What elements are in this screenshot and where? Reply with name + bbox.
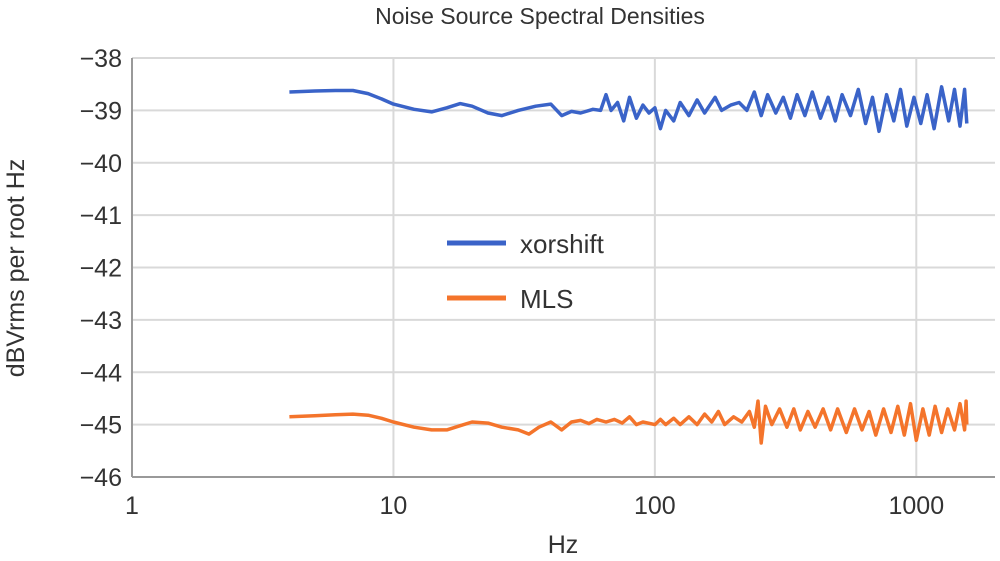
x-tick-label: 1000 (888, 492, 944, 520)
series-line-mls (289, 399, 969, 445)
y-tick-label: −43 (80, 307, 122, 335)
y-tick-label: −46 (80, 464, 122, 492)
x-axis-label: Hz (548, 531, 579, 556)
y-tick-label: −38 (80, 45, 122, 73)
y-tick-label: −44 (80, 359, 123, 387)
axes (131, 58, 995, 478)
legend-label-xorshift: xorshift (520, 229, 605, 259)
legend: xorshift MLS (447, 229, 605, 314)
y-tick-label: −42 (80, 255, 122, 283)
x-tick-label: 100 (634, 492, 676, 520)
chart-title: Noise Source Spectral Densities (375, 3, 705, 29)
y-tick-label: −39 (80, 97, 122, 125)
y-axis-label: dBVrms per root Hz (2, 159, 30, 378)
y-tick-label: −45 (80, 412, 122, 440)
legend-label-mls: MLS (520, 284, 573, 314)
y-tick-label: −41 (80, 202, 122, 230)
tick-labels: −38 −39 −40 −41 −42 −43 −44 −45 −461 10 100 1000 (80, 45, 945, 520)
x-tick-label: 1 (125, 492, 139, 520)
series-group (289, 85, 969, 445)
y-tick-label: −40 (80, 150, 122, 178)
series-line-xorshift (289, 85, 969, 134)
x-tick-label: 10 (380, 492, 408, 520)
